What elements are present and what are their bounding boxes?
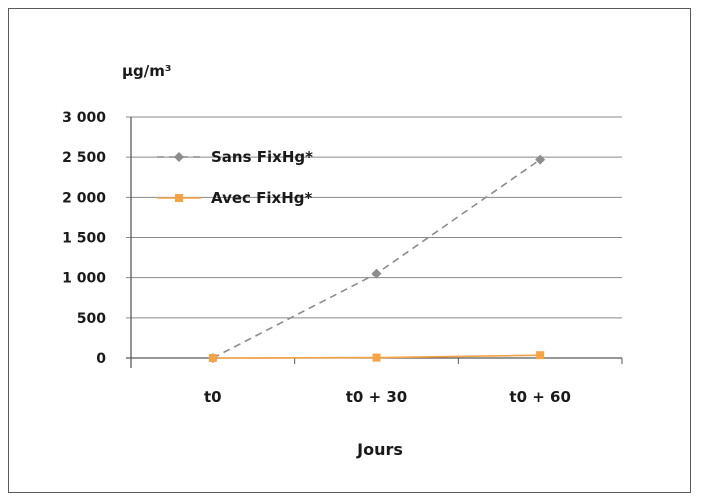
- y-tick-label: 1 500: [62, 231, 106, 247]
- x-tick-labels: t0 t0 + 30 t0 + 60: [204, 388, 571, 406]
- legend-marker: [174, 152, 184, 162]
- data-point: [536, 351, 545, 360]
- legend-marker: [175, 194, 183, 202]
- legend: Sans FixHg* Avec FixHg*: [157, 148, 313, 207]
- x-tick-label: t0 + 60: [509, 388, 571, 406]
- axes: [126, 117, 623, 368]
- x-tick-label: t0 + 30: [346, 388, 408, 406]
- y-tick-label: 1 000: [62, 271, 106, 287]
- y-tick-label: 3 000: [62, 110, 106, 126]
- y-tick-label: 2 000: [62, 190, 106, 206]
- legend-label: Sans FixHg*: [211, 148, 313, 166]
- data-point: [372, 353, 381, 362]
- y-tick-labels: 0 500 1 000 1 500 2 000 2 500 3 000: [62, 110, 106, 367]
- y-axis-label: µg/m³: [122, 62, 171, 80]
- data-point: [371, 268, 382, 279]
- y-tick-label: 500: [77, 311, 106, 327]
- gridlines: [126, 116, 622, 319]
- chart-frame: [8, 8, 691, 493]
- data-point: [535, 154, 546, 165]
- legend-label: Avec FixHg*: [211, 189, 312, 207]
- data-point: [208, 354, 217, 362]
- series-markers: [207, 154, 546, 363]
- x-tick-label: t0: [204, 388, 222, 406]
- y-tick-label: 2 500: [62, 150, 106, 166]
- x-axis-label: Jours: [356, 440, 403, 459]
- y-tick-label: 0: [96, 351, 106, 367]
